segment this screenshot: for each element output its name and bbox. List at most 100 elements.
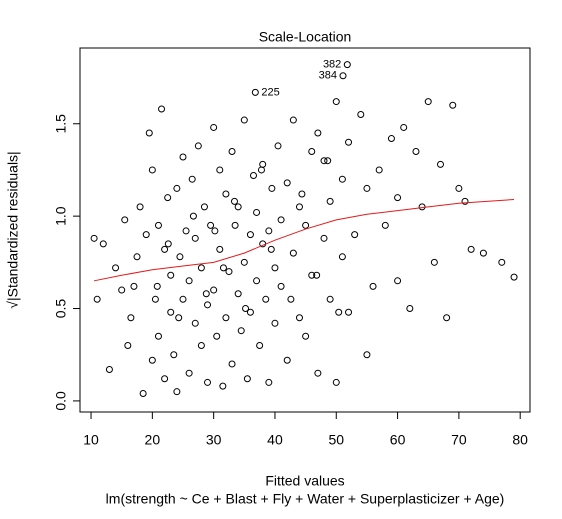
x-tick-label: 10 [83, 432, 99, 448]
point [253, 277, 261, 285]
point [443, 314, 451, 322]
point-label: 382 [323, 59, 341, 71]
point [314, 369, 322, 377]
point [154, 332, 162, 340]
point [295, 314, 303, 322]
point [173, 388, 181, 396]
point [455, 184, 463, 192]
point [295, 203, 303, 211]
point [191, 234, 199, 242]
point [498, 258, 506, 266]
point [320, 234, 328, 242]
point [268, 184, 276, 192]
point [262, 295, 270, 303]
point [197, 341, 205, 349]
point [93, 295, 101, 303]
point [179, 295, 187, 303]
point [363, 351, 371, 359]
point [228, 360, 236, 368]
point [118, 286, 126, 294]
point [298, 190, 306, 198]
point [467, 245, 475, 253]
y-tick-label: 1.5 [53, 114, 69, 134]
point [246, 231, 254, 239]
point [225, 268, 233, 276]
point [207, 221, 215, 229]
point [369, 282, 377, 290]
point [173, 184, 181, 192]
point [188, 175, 196, 183]
point [265, 227, 273, 235]
point [351, 231, 359, 239]
point [430, 258, 438, 266]
point [302, 332, 310, 340]
point [332, 98, 340, 106]
point [338, 175, 346, 183]
point [265, 378, 273, 386]
point [308, 147, 316, 155]
point [357, 111, 365, 119]
point [406, 305, 414, 313]
point [240, 116, 248, 124]
point [394, 194, 402, 202]
point [256, 341, 264, 349]
x-tick-label: 50 [328, 432, 344, 448]
point [345, 138, 353, 146]
plot-frame [79, 47, 531, 413]
y-axis-label: √|Standardized residuals| [5, 151, 21, 308]
point [230, 197, 238, 205]
point [339, 72, 347, 80]
point [287, 295, 295, 303]
point [345, 308, 353, 316]
point [219, 264, 227, 272]
point [204, 301, 212, 309]
point [289, 116, 297, 124]
point [338, 253, 346, 261]
point [234, 290, 242, 298]
point [121, 216, 129, 224]
point [133, 253, 141, 261]
point [127, 314, 135, 322]
point [246, 308, 254, 316]
subtitle: lm(strength ~ Ce + Blast + Fly + Water +… [106, 491, 505, 507]
chart-title: Scale-Location [259, 29, 352, 45]
point [161, 245, 169, 253]
point [277, 216, 285, 224]
point [313, 271, 321, 279]
y-tick-label: 0.0 [53, 391, 69, 411]
point [170, 351, 178, 359]
point [211, 227, 219, 235]
point [242, 305, 250, 313]
point [302, 221, 310, 229]
point [375, 166, 383, 174]
point [153, 282, 161, 290]
point [164, 240, 172, 248]
point [142, 231, 150, 239]
point [161, 375, 169, 383]
point [213, 332, 221, 340]
x-tick-label: 40 [267, 432, 283, 448]
y-tick-label: 0.5 [53, 299, 69, 319]
x-tick-label: 30 [206, 432, 222, 448]
point [324, 157, 332, 165]
point [191, 319, 199, 327]
point [308, 271, 316, 279]
point [197, 264, 205, 272]
x-tick-label: 80 [512, 432, 528, 448]
point [189, 212, 197, 220]
point [274, 142, 282, 150]
point [148, 166, 156, 174]
point [436, 160, 444, 168]
point [154, 221, 162, 229]
point [185, 277, 193, 285]
point [283, 356, 291, 364]
point-label: 225 [261, 86, 279, 98]
point [222, 314, 230, 322]
point [240, 258, 248, 266]
point-label: 384 [319, 70, 337, 82]
point [136, 203, 144, 211]
point [145, 129, 153, 137]
point [179, 153, 187, 161]
point [412, 147, 420, 155]
